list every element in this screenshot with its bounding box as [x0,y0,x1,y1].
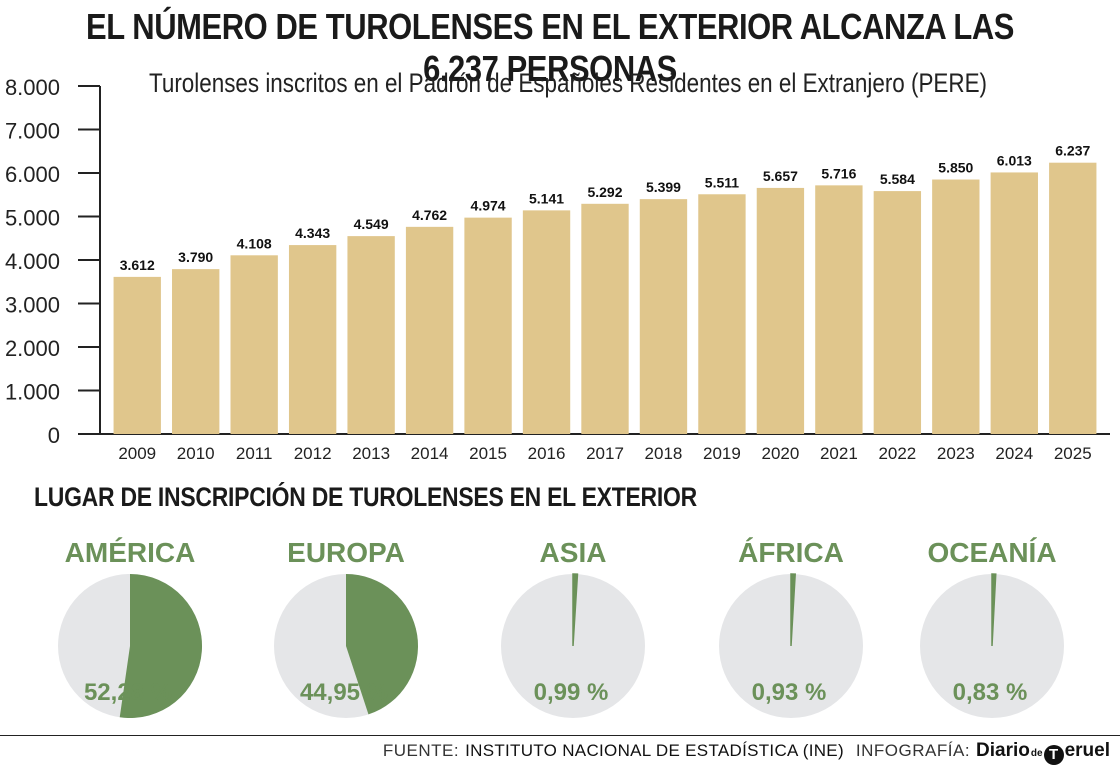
bar-2022 [873,191,922,434]
bar-value-label: 5.657 [763,168,798,184]
source-label: FUENTE: [382,741,460,760]
y-tick-label: 2.000 [5,336,60,361]
bar-2014 [405,226,454,434]
bar-2019 [698,194,746,434]
diario-de-teruel-logo: Diario de T eruel [976,740,1110,765]
bar-value-label: 5.584 [880,171,915,187]
pie-value-slice [790,573,796,647]
pie-category-label: AMÉRICA [65,537,196,568]
page-title: EL NÚMERO DE TUROLENSES EN EL EXTERIOR A… [85,6,1015,89]
bar-value-label: 5.716 [821,165,856,181]
x-tick-label: 2016 [528,444,566,463]
y-tick-label: 3.000 [5,293,60,318]
footer: FUENTE: INSTITUTO NACIONAL DE ESTADÍSTIC… [382,740,1110,765]
logo-word-teruel: eruel [1064,740,1110,761]
bar-2015 [464,217,512,434]
x-tick-label: 2025 [1054,444,1092,463]
x-tick-label: 2013 [352,444,390,463]
x-tick-label: 2024 [995,444,1033,463]
bar-value-label: 5.511 [705,174,739,190]
y-tick-label: 8.000 [5,75,60,100]
bar-value-label: 4.549 [354,216,389,232]
pie-charts: AMÉRICA 52,28 % EUROPA 44,95 % ASIA 0,99 % ÁFR… [58,537,1064,718]
bar-value-label: 4.343 [295,225,330,241]
x-tick-label: 2009 [118,444,156,463]
bars: 3.612 2009 3.790 2010 4.108 2011 4.343 2012 4.54… [113,143,1097,463]
y-tick-label: 1.000 [5,380,60,405]
bar-value-label: 3.790 [178,249,213,265]
pie-category-label: OCEANÍA [927,537,1056,568]
y-tick-label: 0 [48,423,60,448]
x-tick-label: 2018 [645,444,683,463]
x-tick-label: 2014 [411,444,449,463]
bar-value-label: 4.762 [412,207,447,223]
bar-value-label: 6.013 [997,152,1032,168]
bar-2017 [581,203,629,434]
pie-value-label: 0,93 % [752,679,827,706]
pie-value-slice [991,573,997,647]
logo-t-badge: T [1043,745,1064,765]
x-tick-label: 2020 [761,444,799,463]
logo-word-de: de [1030,748,1043,759]
bar-2012 [288,245,337,434]
y-tick-label: 6.000 [5,162,60,187]
pie-3: ASIA 0,99 % [501,537,645,718]
y-tick-label: 4.000 [5,249,60,274]
bar-2024 [990,172,1038,434]
bar-value-label: 4.974 [471,198,506,214]
pie-category-label: ÁFRICA [738,537,844,568]
logo-word-diario: Diario [976,740,1030,761]
x-tick-label: 2015 [469,444,507,463]
bar-2021 [815,185,863,434]
x-tick-label: 2012 [294,444,332,463]
pie-value-label: 0,83 % [953,679,1028,706]
bar-value-label: 4.108 [237,235,272,251]
bar-value-label: 5.141 [529,190,564,206]
x-tick-label: 2011 [236,444,273,463]
bar-value-label: 3.612 [120,257,155,273]
pie-2: EUROPA 44,95 % [274,537,419,718]
pie-5: OCEANÍA 0,83 % [920,537,1064,718]
footer-divider [0,735,1120,736]
pie-value-label: 52,28 % [84,679,172,706]
bar-chart: Turolenses inscritos en el Padrón de Esp… [5,68,1110,463]
pie-value-slice [346,574,419,715]
bar-value-label: 5.292 [587,184,622,200]
pie-category-label: ASIA [540,537,607,568]
x-tick-label: 2019 [703,444,741,463]
source-text: INSTITUTO NACIONAL DE ESTADÍSTICA (INE) [465,741,844,760]
y-tick-label: 7.000 [5,119,60,144]
bar-chart-subtitle: Turolenses inscritos en el Padrón de Esp… [149,68,987,98]
bar-value-label: 6.237 [1055,143,1090,159]
bar-2016 [522,210,571,434]
bar-2011 [230,255,278,434]
pie-section-title: LUGAR DE INSCRIPCIÓN DE TUROLENSES EN EL… [34,482,697,512]
bar-2020 [756,187,805,434]
bar-2009 [113,276,161,434]
x-tick-label: 2010 [177,444,215,463]
bar-value-label: 5.850 [938,160,973,176]
bar-2025 [1049,162,1097,435]
pie-value-label: 44,95 % [300,679,388,706]
bar-value-label: 5.399 [646,179,681,195]
bar-2010 [172,269,220,434]
credit-label: INFOGRAFÍA: [855,741,971,760]
bar-2018 [639,199,688,434]
pie-value-slice [119,574,203,718]
pie-1: AMÉRICA 52,28 % [58,537,203,718]
bar-2023 [932,179,980,434]
x-tick-label: 2021 [820,444,858,463]
x-tick-label: 2023 [937,444,975,463]
y-tick-label: 5.000 [5,206,60,231]
x-tick-label: 2017 [586,444,624,463]
pie-4: ÁFRICA 0,93 % [719,537,863,718]
pie-value-label: 0,99 % [534,679,609,706]
pie-value-slice [572,573,579,647]
pie-category-label: EUROPA [287,537,405,568]
bar-2013 [347,236,395,434]
x-tick-label: 2022 [878,444,916,463]
